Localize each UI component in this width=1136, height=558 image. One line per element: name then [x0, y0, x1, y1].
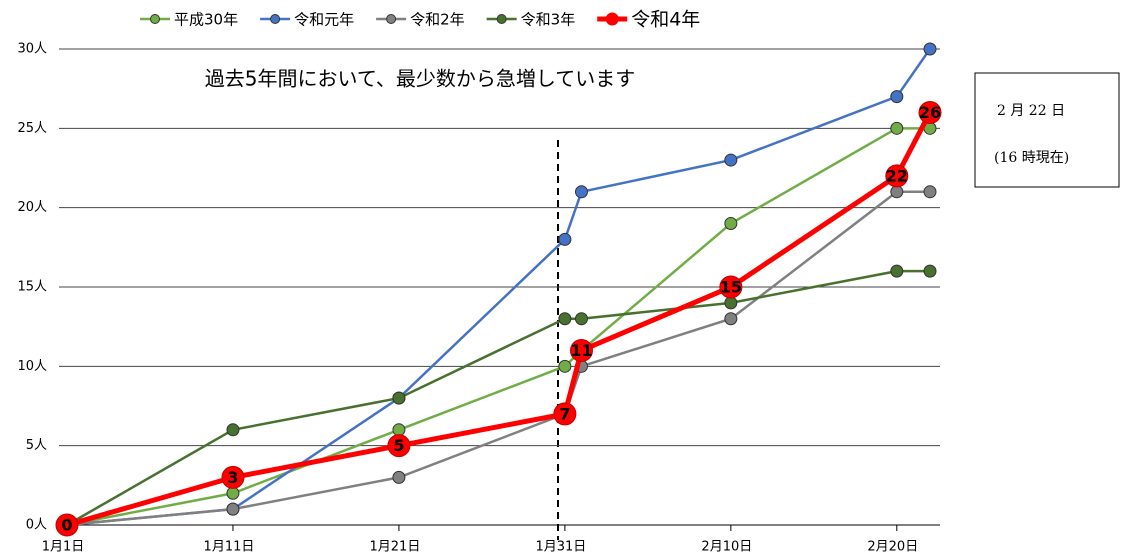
y-tick-label: 20人 [17, 200, 47, 215]
note-box [974, 72, 1120, 188]
legend-marker [496, 14, 507, 24]
marker [724, 217, 738, 231]
legend-marker [386, 14, 397, 24]
marker [574, 185, 588, 199]
y-tick-label: 10人 [17, 359, 47, 374]
marker [221, 465, 245, 489]
data-label: 26 [919, 103, 941, 122]
data-label: 15 [720, 278, 742, 297]
marker [558, 232, 572, 246]
y-tick-label: 25人 [17, 121, 47, 136]
marker [392, 391, 406, 405]
series-line [66, 111, 933, 528]
legend-marker [270, 14, 281, 24]
marker [719, 275, 743, 299]
legend-label: 令和元年 [294, 11, 354, 29]
data-label: 7 [559, 404, 570, 423]
marker [226, 486, 240, 500]
marker [226, 502, 240, 516]
x-tick-label: 2月20日 [867, 540, 918, 555]
marker [724, 312, 738, 326]
legend-marker [605, 12, 619, 26]
legend-label: 平成30年 [174, 11, 238, 29]
marker [387, 434, 411, 458]
marker [890, 121, 904, 135]
marker [923, 185, 937, 199]
x-tick-label: 2月10日 [701, 540, 752, 555]
data-label: 11 [570, 341, 592, 360]
marker [724, 296, 738, 310]
y-tick-label: 5人 [26, 438, 47, 453]
marker [923, 264, 937, 278]
marker [392, 470, 406, 484]
marker [724, 153, 738, 167]
marker [890, 264, 904, 278]
annotation: 過去5年間において、最少数から急増しています [205, 67, 636, 91]
marker [923, 42, 937, 56]
note-date: 2 月 22 日 [997, 103, 1065, 119]
series-line [66, 48, 932, 527]
x-tick-label: 1月21日 [370, 540, 421, 555]
series-line [66, 269, 930, 527]
marker [558, 359, 572, 373]
data-label: 3 [227, 468, 238, 487]
legend-label: 令和3年 [521, 11, 576, 29]
legend-marker [150, 14, 160, 24]
marker [558, 312, 572, 326]
marker [569, 338, 593, 362]
data-label: 22 [886, 166, 908, 185]
marker [890, 185, 904, 199]
legend-label: 令和2年 [410, 11, 465, 29]
y-tick-label: 30人 [17, 42, 47, 57]
note-time: (16 時現在) [994, 150, 1069, 166]
data-label: 0 [61, 516, 72, 535]
marker [392, 423, 406, 437]
marker [55, 513, 79, 537]
marker [885, 164, 909, 188]
marker [553, 402, 577, 426]
marker [226, 423, 240, 437]
x-tick-label: 1月11日 [204, 540, 255, 555]
y-tick-label: 0人 [26, 518, 47, 533]
x-tick-label: 1月1日 [42, 540, 85, 555]
series-line [66, 127, 930, 527]
marker [918, 100, 942, 124]
marker [890, 90, 904, 104]
x-tick-label: 1月31日 [535, 540, 586, 555]
marker [574, 312, 588, 326]
data-label: 5 [393, 436, 404, 455]
y-tick-label: 15人 [17, 280, 47, 295]
legend-label: 令和4年 [631, 9, 700, 31]
